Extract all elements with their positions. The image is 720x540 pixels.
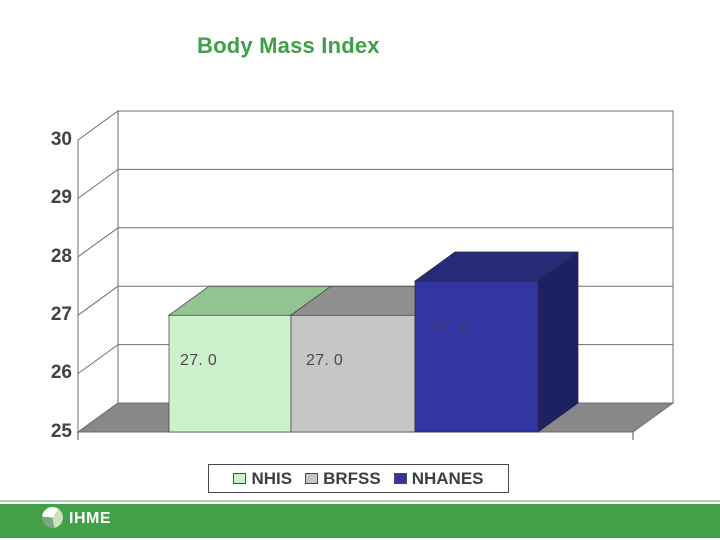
bar-nhis <box>167 285 333 433</box>
footer-accent-line <box>0 500 720 502</box>
legend-label-nhis: NHIS <box>251 468 293 488</box>
chart-title: Body Mass Index <box>197 33 380 58</box>
bar-nhanes <box>413 251 580 433</box>
legend-swatch-nhanes <box>393 473 407 484</box>
ihme-logo-text: IHME <box>69 510 111 527</box>
bar-brfss <box>289 285 457 433</box>
legend-label-nhanes: NHANES <box>411 468 484 488</box>
ytick-29: 29 <box>50 187 72 208</box>
ytick-27: 27 <box>50 304 72 325</box>
legend-item-brfss: BRFSS <box>305 469 381 489</box>
legend-item-nhanes: NHANES <box>393 468 484 489</box>
ytick-30: 30 <box>50 129 72 150</box>
data-label-brfss: 27. 0 <box>306 352 344 369</box>
data-label-nhis: 27. 0 <box>180 352 218 369</box>
ytick-28: 28 <box>50 246 72 267</box>
ytick-26: 26 <box>50 362 72 383</box>
ytick-25: 25 <box>50 421 72 442</box>
category-axis-ticks <box>77 432 634 440</box>
side-wall-tick-lines <box>77 168 119 375</box>
chart-side-wall <box>77 110 119 433</box>
chart-legend: NHIS BRFSS NHANES <box>208 464 509 493</box>
legend-item-nhis: NHIS <box>233 469 292 489</box>
legend-label-brfss: BRFSS <box>323 468 381 488</box>
legend-swatch-brfss <box>305 473 319 484</box>
ihme-logo-icon <box>42 507 63 528</box>
footer-bar: IHME <box>0 504 720 538</box>
legend-swatch-nhis <box>233 473 247 484</box>
data-label-nhanes: 27. 6 <box>432 319 470 336</box>
